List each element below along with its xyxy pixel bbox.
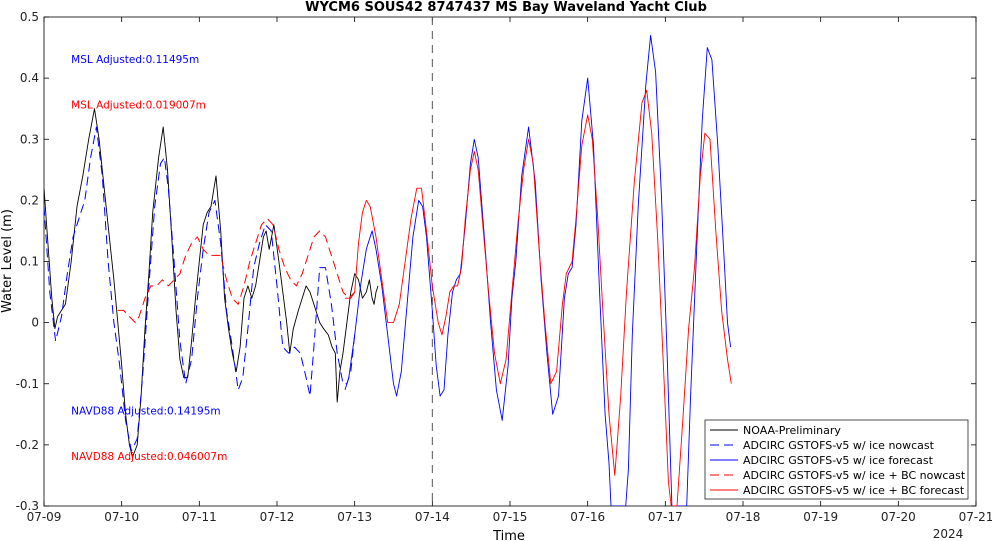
y-tick-label: 0.5 xyxy=(20,10,39,24)
y-tick-label: 0.2 xyxy=(20,193,39,207)
x-tick-label: 07-12 xyxy=(260,510,295,524)
x-tick-label: 07-18 xyxy=(726,510,761,524)
series-line-3 xyxy=(117,218,356,324)
legend-label-0: NOAA-Preliminary xyxy=(743,424,841,437)
legend-label-2: ADCIRC GSTOFS-v5 w/ ice forecast xyxy=(743,454,934,467)
y-tick-label: 0.4 xyxy=(20,71,39,85)
x-tick-label: 07-16 xyxy=(570,510,605,524)
y-tick-label: 0.1 xyxy=(20,255,39,269)
y-tick-label: -0.1 xyxy=(16,377,39,391)
x-tick-label: 07-15 xyxy=(493,510,528,524)
datum-annotation-1: MSL Adjusted:0.019007m xyxy=(71,100,206,112)
x-year-label: 2024 xyxy=(933,527,964,541)
legend-label-3: ADCIRC GSTOFS-v5 w/ ice + BC nowcast xyxy=(743,469,966,482)
datum-annotation-3: NAVD88 Adjusted:0.046007m xyxy=(71,451,227,463)
y-axis-label: Water Level (m) xyxy=(0,209,15,313)
datum-annotation-0: MSL Adjusted:0.11495m xyxy=(71,54,199,66)
legend: NOAA-Preliminary ADCIRC GSTOFS-v5 w/ ice … xyxy=(704,419,969,500)
x-axis-label: Time xyxy=(492,529,525,541)
y-tick-label: -0.2 xyxy=(16,438,39,452)
x-tick-label: 07-21 xyxy=(959,510,992,524)
series-line-0 xyxy=(44,108,379,458)
x-tick-label: 07-19 xyxy=(803,510,838,524)
x-tick-label: 07-13 xyxy=(337,510,372,524)
chart-title: WYCM6 SOUS42 8747437 MS Bay Waveland Yac… xyxy=(305,0,707,15)
legend-label-4: ADCIRC GSTOFS-v5 w/ ice + BC forecast xyxy=(743,484,965,497)
series-lines xyxy=(44,34,732,506)
series-line-2 xyxy=(344,34,732,506)
y-tick-label: 0 xyxy=(31,316,39,330)
legend-label-1: ADCIRC GSTOFS-v5 w/ ice nowcast xyxy=(743,439,935,452)
x-tick-label: 07-11 xyxy=(182,510,217,524)
x-tick-label: 07-14 xyxy=(415,510,450,524)
datum-annotations: MSL Adjusted:0.11495m MSL Adjusted:0.0190… xyxy=(71,54,227,463)
x-tick-label: 07-10 xyxy=(104,510,139,524)
x-tick-label: 07-17 xyxy=(648,510,683,524)
legend-box xyxy=(704,419,969,500)
y-tick-label: -0.3 xyxy=(16,499,39,513)
x-axis: 07-09 07-10 07-11 07-12 07-13 07-14 07-15 07-16… xyxy=(27,17,992,524)
datum-annotation-2: NAVD88 Adjusted:0.14195m xyxy=(71,405,220,417)
y-axis: -0.3 -0.2 -0.1 0 0.1 0.2 0.3 0.4 0.5 xyxy=(16,10,976,513)
x-tick-label: 07-20 xyxy=(881,510,916,524)
series-line-4 xyxy=(345,89,732,506)
series-line-1 xyxy=(44,126,356,452)
y-tick-label: 0.3 xyxy=(20,132,39,146)
x-tick-label: 07-09 xyxy=(27,510,62,524)
